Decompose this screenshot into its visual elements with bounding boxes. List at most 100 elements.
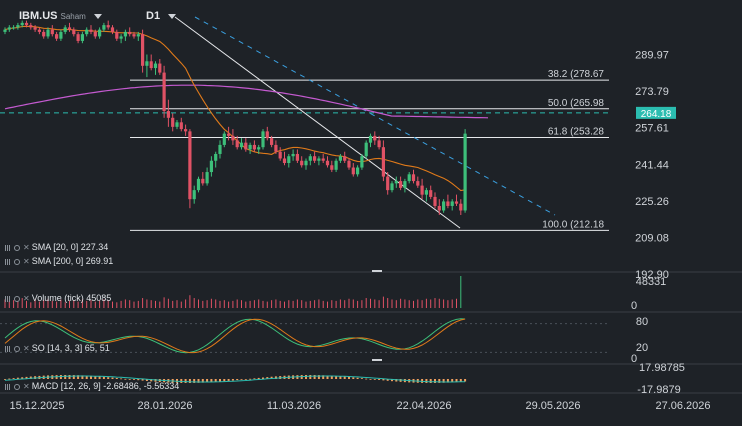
volume-bar <box>361 300 363 308</box>
volume-bar <box>305 301 307 308</box>
macd-histogram-bar <box>317 375 320 379</box>
close-icon[interactable]: ✕ <box>23 243 30 253</box>
candle-body <box>209 160 213 173</box>
macd-histogram-bar <box>90 375 92 379</box>
candle-body <box>454 201 459 204</box>
macd-histogram-bar <box>102 376 105 379</box>
volume-bar <box>344 300 346 308</box>
volume-bar <box>430 299 432 308</box>
chevron-down-icon[interactable] <box>168 13 177 19</box>
volume-bar <box>17 301 19 308</box>
symbol-header[interactable]: IBM.US Saham <box>19 10 102 22</box>
volume-bar <box>275 299 277 308</box>
candle-body <box>338 156 342 161</box>
candle-body <box>411 174 416 182</box>
volume-bar <box>163 297 165 308</box>
volume-bar <box>51 300 53 308</box>
candle-body <box>317 158 321 161</box>
volume-bar <box>352 299 354 308</box>
volume-bar <box>150 300 152 308</box>
close-icon[interactable]: ✕ <box>23 382 30 392</box>
volume-bar <box>292 300 294 308</box>
macd-histogram-bar <box>16 377 19 379</box>
volume-bar <box>210 298 212 308</box>
sma20-text: SMA [20, 0] 227.34 <box>31 242 109 252</box>
macd-histogram-bar <box>373 379 376 380</box>
macd-histogram-bar <box>201 379 204 383</box>
volume-bar <box>60 299 62 308</box>
macd-histogram-bar <box>29 376 32 379</box>
volume-bar <box>228 301 230 308</box>
close-icon[interactable]: ✕ <box>23 294 30 304</box>
pane-resize-handle <box>372 270 382 272</box>
gear-icon[interactable] <box>14 295 20 302</box>
macd-legend[interactable]: ✕ MACD [12, 26, 9] -2.68486, -5.56334 <box>5 381 179 391</box>
candle-body <box>399 181 403 188</box>
candle-body <box>123 31 127 37</box>
candle-body <box>46 29 50 37</box>
bars-icon[interactable] <box>5 244 11 251</box>
volume-bar <box>43 300 45 308</box>
volume-bar <box>288 300 290 308</box>
volume-bar <box>374 299 376 308</box>
gear-icon[interactable] <box>14 244 20 251</box>
volume-bar <box>378 300 380 308</box>
close-icon[interactable]: ✕ <box>23 344 30 354</box>
volume-bar <box>335 300 337 308</box>
volume-bar <box>94 301 96 308</box>
price-axis-label: 273.79 <box>635 86 669 98</box>
candle-body <box>330 165 334 170</box>
bars-icon[interactable] <box>5 383 11 390</box>
close-icon[interactable]: ✕ <box>23 257 30 267</box>
macd-histogram-bar <box>210 379 213 383</box>
volume-bar <box>391 299 393 308</box>
bars-icon[interactable] <box>5 258 11 265</box>
candle-body <box>437 205 441 211</box>
macd-histogram-bar <box>386 379 389 381</box>
volume-bar <box>99 300 101 308</box>
macd-histogram-bar <box>335 375 338 379</box>
macd-histogram-bar <box>115 377 118 379</box>
sma200-legend[interactable]: ✕ SMA [200, 0] 269.91 <box>5 256 113 266</box>
current-price-label: 264.18 <box>641 109 672 120</box>
gear-icon[interactable] <box>14 258 20 265</box>
candle-body <box>166 111 170 118</box>
volume-bar <box>301 300 303 308</box>
fib-level-label: 61.8 (253.28 <box>548 127 605 138</box>
volume-bar <box>232 300 234 308</box>
sma20-legend[interactable]: ✕ SMA [20, 0] 227.34 <box>5 242 108 252</box>
pane-resize-handle <box>372 359 382 361</box>
macd-histogram-bar <box>274 376 277 379</box>
bars-icon[interactable] <box>5 345 11 352</box>
macd-axis-label: 17.98785 <box>639 362 685 374</box>
chevron-down-icon[interactable] <box>93 13 102 19</box>
gear-icon[interactable] <box>14 383 20 390</box>
candle-body <box>201 178 205 184</box>
candle-body <box>42 31 46 37</box>
volume-bar <box>77 301 79 308</box>
timeframe-selector[interactable]: D1 <box>146 10 177 22</box>
macd-histogram-bar <box>348 376 350 379</box>
volume-bar <box>408 300 410 308</box>
macd-histogram-bar <box>365 378 368 380</box>
candle-body <box>89 29 93 32</box>
volume-legend[interactable]: ✕ Volume (tick) 45085 <box>5 293 111 303</box>
macd-histogram-bar <box>326 375 329 379</box>
candle-body <box>433 196 437 206</box>
volume-bar <box>357 300 359 308</box>
price-axis-label: 225.26 <box>635 196 669 208</box>
macd-histogram-bar <box>81 375 84 379</box>
volume-bar <box>279 300 281 308</box>
gear-icon[interactable] <box>14 345 20 352</box>
candle-body <box>7 27 11 30</box>
bars-icon[interactable] <box>5 295 11 302</box>
volume-bar <box>64 302 66 308</box>
macd-histogram-bar <box>180 379 183 383</box>
candle-body <box>227 133 231 136</box>
macd-histogram-bar <box>206 379 209 383</box>
so-legend[interactable]: ✕ SO [14, 3, 3] 65, 51 <box>5 343 110 353</box>
volume-bar <box>13 300 15 308</box>
macd-histogram-bar <box>330 375 333 379</box>
